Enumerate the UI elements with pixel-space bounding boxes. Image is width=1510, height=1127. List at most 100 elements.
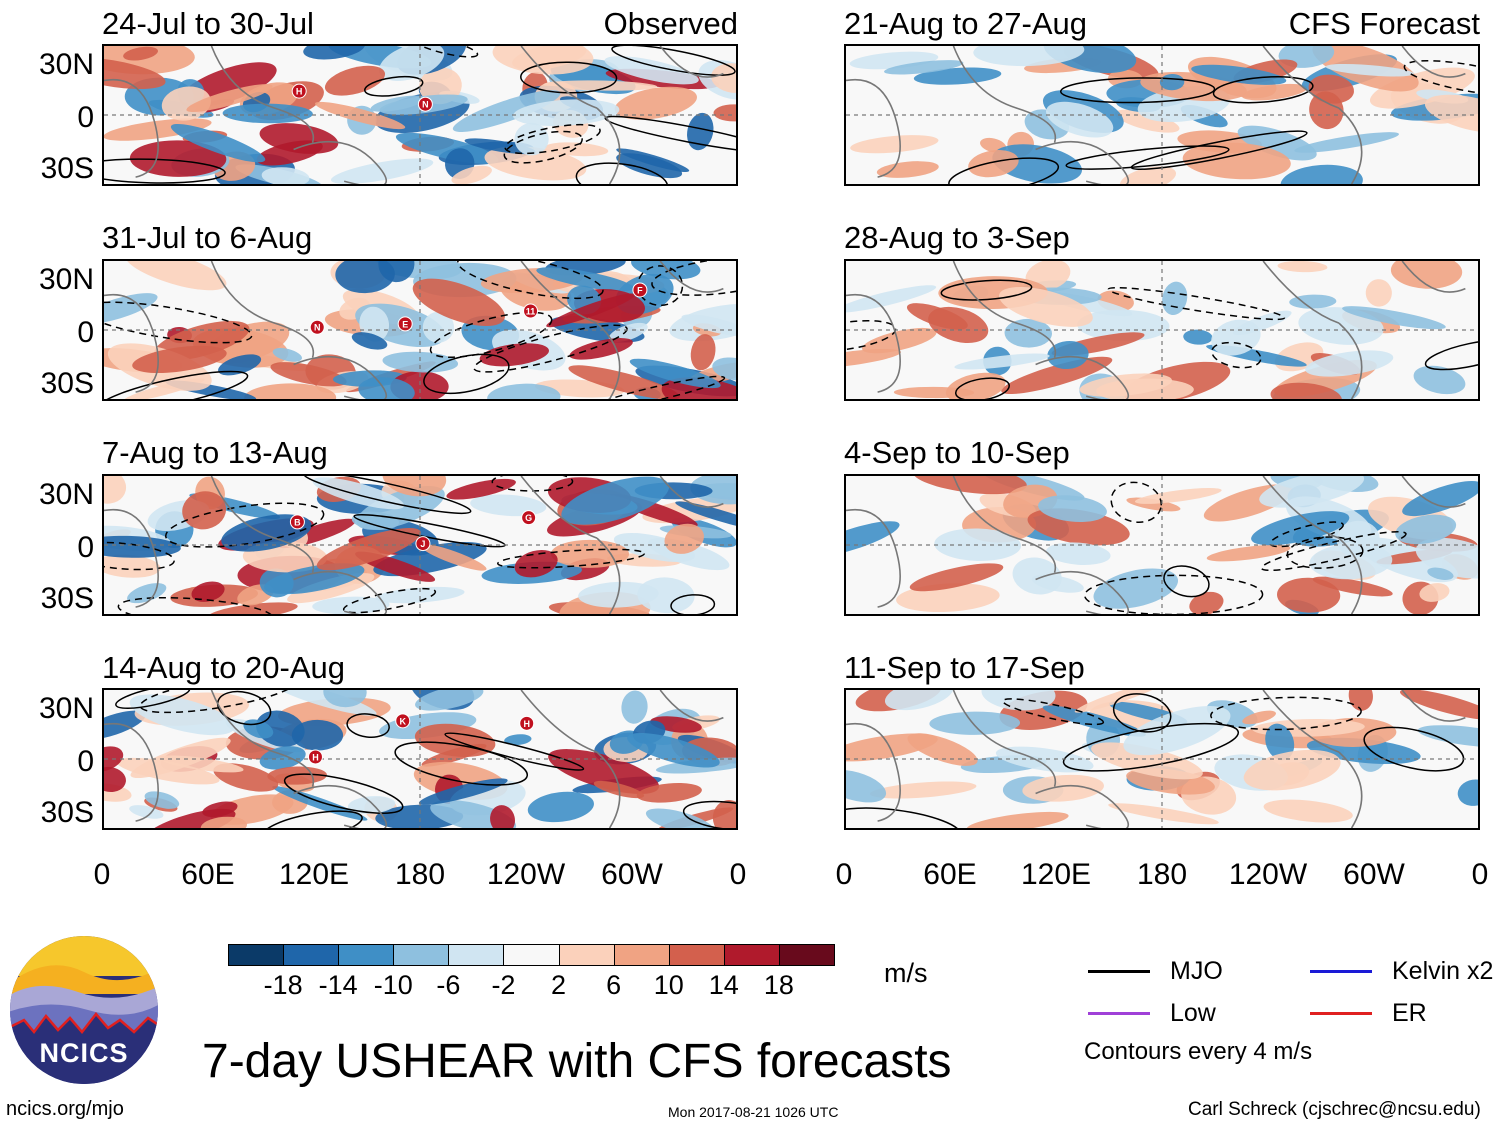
positive-shear-region: [614, 86, 697, 120]
negative-shear-region: [1457, 779, 1478, 806]
x-tick-label: 60E: [923, 858, 977, 891]
mjo-contour: [604, 115, 736, 153]
negative-shear-region: [884, 690, 954, 711]
coastline: [1401, 476, 1466, 508]
positive-shear-region: [636, 782, 702, 803]
mjo-contour: [364, 75, 424, 97]
coastline: [1401, 261, 1466, 293]
legend-line-mjo: [1088, 970, 1150, 973]
coastline: [1262, 690, 1340, 753]
mjo-contour: [408, 46, 479, 58]
positive-shear-region: [1400, 690, 1478, 720]
shear-map: [846, 46, 1478, 184]
legend-label-mjo: MJO: [1170, 957, 1223, 985]
storm-marker: E: [397, 316, 413, 332]
coastline: [210, 476, 315, 573]
negative-shear-region: [1289, 294, 1337, 309]
svg-text:G: G: [525, 513, 532, 523]
negative-shear-region: [1259, 476, 1365, 508]
coastline: [659, 476, 724, 508]
negative-shear-region: [1294, 132, 1399, 153]
negative-shear-region: [1093, 568, 1179, 609]
website-link[interactable]: ncics.org/mjo: [6, 1098, 124, 1120]
x-tick-label: 60E: [181, 858, 235, 891]
svg-text:J: J: [420, 539, 425, 549]
negative-shear-region: [271, 690, 377, 716]
mjo-contour: [346, 713, 390, 738]
positive-shear-region: [1091, 742, 1203, 780]
map-panel: H K H: [102, 688, 738, 830]
y-tick-label: 30S: [40, 366, 94, 400]
colorbar-swatch: [723, 944, 780, 966]
positive-shear-region: [550, 539, 630, 568]
negative-shear-region: [263, 563, 365, 595]
mjo-contour: [491, 476, 574, 492]
negative-shear-region: [616, 153, 683, 179]
storm-marker: F: [632, 282, 648, 298]
coastline: [846, 78, 901, 178]
positive-shear-region: [1119, 166, 1177, 184]
positive-shear-region: [1390, 261, 1463, 289]
colorbar-tick-label: -2: [491, 970, 516, 1000]
coastline: [1262, 476, 1340, 539]
positive-shear-region: [182, 491, 227, 530]
colorbar-swatch: [668, 944, 725, 966]
panel-title: 21-Aug to 27-Aug: [844, 6, 1088, 41]
positive-shear-region: [907, 733, 978, 766]
colorbar-tick-label: 2: [551, 970, 567, 1000]
mjo-contour: [940, 279, 1033, 301]
colorbar-swatch: [283, 944, 340, 966]
negative-shear-region: [347, 796, 396, 814]
coastline: [293, 570, 387, 614]
mjo-contour: [1210, 696, 1362, 731]
negative-shear-region: [259, 746, 306, 770]
mjo-contour: [1424, 339, 1478, 371]
colorbar-tick-label: 14: [708, 970, 739, 1000]
coastline: [1262, 261, 1340, 324]
negative-shear-region: [846, 521, 900, 557]
colorbar-tick-label: 10: [653, 970, 684, 1000]
negative-shear-region: [681, 314, 736, 336]
mjo-contour: [651, 261, 736, 296]
storm-marker: B: [289, 514, 305, 530]
positive-shear-region: [568, 365, 680, 399]
shear-map: HN: [104, 46, 736, 184]
map-panel: [844, 688, 1480, 830]
coastline: [952, 261, 1057, 358]
mjo-contour: [104, 370, 249, 399]
coastline: [104, 508, 159, 608]
mjo-contour: [846, 807, 962, 828]
positive-shear-region: [1079, 373, 1172, 397]
positive-shear-region: [1277, 261, 1328, 273]
negative-shear-region: [104, 710, 146, 740]
mjo-contour: [1112, 693, 1172, 733]
positive-shear-region: [208, 602, 298, 614]
mjo-contour: [457, 261, 604, 300]
positive-shear-region: [928, 306, 989, 344]
shear-map: B J G: [104, 476, 736, 614]
negative-shear-region: [637, 577, 695, 614]
positive-shear-region: [244, 383, 337, 399]
positive-shear-region: [1369, 67, 1475, 109]
contour-note: Contours every 4 m/s: [1084, 1038, 1313, 1065]
mjo-contour: [164, 502, 325, 548]
positive-shear-region: [1348, 690, 1373, 711]
negative-shear-region: [272, 348, 302, 362]
map-panel: [844, 44, 1480, 186]
panel-title: 14-Aug to 20-Aug: [102, 650, 346, 685]
storm-marker: J: [415, 536, 431, 552]
negative-shear-region: [487, 383, 561, 399]
coastline: [952, 476, 1057, 573]
positive-shear-region: [158, 755, 244, 773]
positive-shear-region: [1108, 803, 1219, 825]
colorbar-tick-label: -10: [373, 970, 413, 1000]
mjo-contour: [283, 773, 404, 814]
positive-shear-region: [324, 65, 386, 96]
x-tick-label: 0: [93, 858, 111, 891]
mjo-contour: [1363, 726, 1465, 772]
negative-shear-region: [687, 112, 714, 151]
negative-shear-region: [1325, 63, 1414, 77]
y-tick-label: 30S: [40, 581, 94, 615]
positive-shear-region: [1206, 544, 1291, 562]
colorbar: -18 -14 -10 -6 -2 2 6 10 14 18: [228, 944, 835, 1004]
